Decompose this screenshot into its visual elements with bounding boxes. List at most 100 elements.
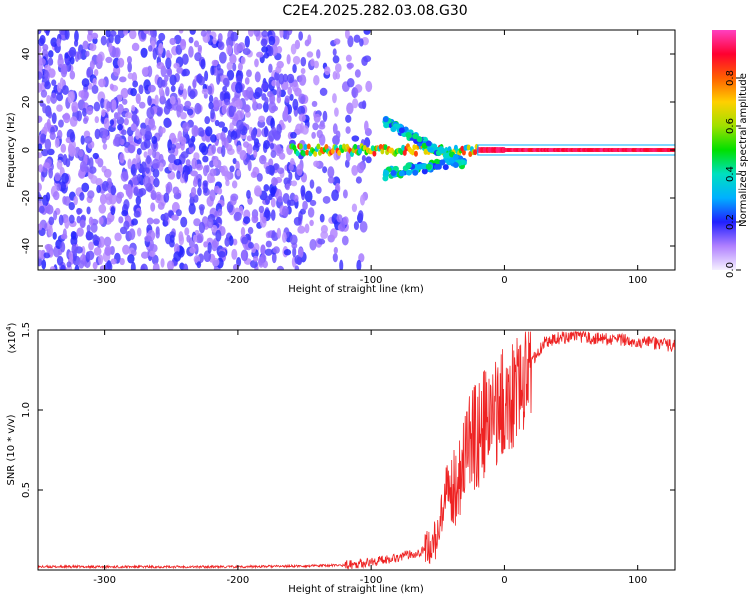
heatmap-cell xyxy=(412,169,419,176)
heatmap-cell xyxy=(98,254,104,265)
x-tick-label: 0 xyxy=(501,575,507,586)
heatmap-cell xyxy=(210,65,215,76)
x-tick-label: -100 xyxy=(360,575,383,586)
heatmap-cell xyxy=(140,122,147,130)
heatmap-cell xyxy=(38,249,44,259)
heatmap-cell xyxy=(214,210,219,218)
heatmap-cell xyxy=(68,214,75,224)
heatmap-cell xyxy=(49,132,56,140)
heatmap-cell xyxy=(190,186,197,197)
heatmap-cell xyxy=(101,134,107,144)
heatmap-cell xyxy=(242,48,251,56)
heatmap-cell xyxy=(312,122,319,131)
heatmap-cell xyxy=(56,93,64,102)
heatmap-cell xyxy=(118,216,124,224)
heatmap-cell xyxy=(313,113,321,123)
heatmap-cell xyxy=(145,166,150,174)
heatmap-cell xyxy=(169,234,175,243)
heatmap-cell xyxy=(110,258,117,265)
heatmap-cell xyxy=(271,126,277,134)
x-tick-label: -300 xyxy=(93,575,116,586)
heatmap-cell xyxy=(235,160,240,172)
heatmap-cell xyxy=(188,36,194,44)
heatmap-cell xyxy=(184,170,189,183)
heatmap-cell xyxy=(201,88,209,95)
heatmap-cell xyxy=(179,83,184,91)
heatmap-cell xyxy=(98,78,106,88)
x-tick-label: -200 xyxy=(227,275,250,286)
heatmap-cell xyxy=(42,194,49,207)
heatmap-cell xyxy=(292,81,299,93)
heatmap-cell xyxy=(150,202,156,212)
heatmap-cell xyxy=(176,170,181,180)
heatmap-cell xyxy=(119,152,125,164)
heatmap-cell xyxy=(131,218,138,226)
heatmap-cell xyxy=(452,153,459,160)
heatmap-cell xyxy=(58,214,64,226)
heatmap-cell xyxy=(248,30,254,37)
heatmap-cell xyxy=(383,144,388,151)
heatmap-cell xyxy=(344,30,350,40)
heatmap-cell xyxy=(74,264,80,270)
heatmap-cell xyxy=(230,31,239,42)
heatmap-cell xyxy=(253,255,259,262)
heatmap-cell xyxy=(90,175,98,184)
heatmap-cell xyxy=(346,102,354,115)
heatmap-cell xyxy=(204,70,209,82)
heatmap-cell xyxy=(263,139,270,150)
heatmap-cell xyxy=(73,195,78,206)
heatmap-cell xyxy=(278,73,285,85)
heatmap-cell xyxy=(165,67,172,76)
heatmap-cell xyxy=(254,185,262,196)
colorbar-tick-label: 0.2 xyxy=(725,214,736,230)
x-tick-label: 100 xyxy=(628,275,647,286)
heatmap-cell xyxy=(425,140,432,147)
heatmap-cell xyxy=(166,260,175,270)
heatmap-cell xyxy=(416,136,423,143)
heatmap-cell xyxy=(54,137,60,149)
heatmap-cell xyxy=(198,221,206,234)
heatmap-cell xyxy=(62,85,69,96)
heatmap-cell xyxy=(332,252,338,263)
heatmap-cell xyxy=(41,259,47,270)
heatmap-cell xyxy=(131,112,138,123)
heatmap-cell xyxy=(47,225,53,238)
heatmap-cell xyxy=(468,150,473,157)
heatmap-cell xyxy=(261,46,269,53)
heatmap-cell xyxy=(412,144,417,151)
heatmap-cell xyxy=(149,30,156,38)
heatmap-cell xyxy=(219,91,225,102)
heatmap-cell xyxy=(232,238,238,246)
heatmap-cell xyxy=(273,178,279,186)
heatmap-cell xyxy=(88,157,94,170)
heatmap-cell xyxy=(292,98,299,111)
heatmap-cell xyxy=(74,30,79,43)
heatmap-cell xyxy=(200,30,207,37)
heatmap-cell xyxy=(245,86,254,99)
heatmap-cell xyxy=(82,40,89,50)
heatmap-cell xyxy=(259,254,267,263)
heatmap-cell xyxy=(264,195,271,205)
heatmap-cell xyxy=(333,246,338,254)
heatmap-cell xyxy=(69,116,78,127)
heatmap-cell xyxy=(85,50,90,57)
heatmap-cell xyxy=(166,181,173,193)
heatmap-cell xyxy=(309,239,317,251)
heatmap-cell xyxy=(452,162,459,169)
heatmap-cell xyxy=(60,65,68,78)
x-tick-label: -200 xyxy=(227,575,250,586)
heatmap-cell xyxy=(270,186,276,198)
heatmap-cell xyxy=(196,73,203,84)
heatmap-cell xyxy=(293,194,299,203)
heatmap-cell xyxy=(359,221,368,233)
y-tick-label: -20 xyxy=(21,190,32,206)
heatmap-cell xyxy=(155,229,160,239)
heatmap-cell xyxy=(353,34,361,43)
heatmap-cell xyxy=(295,123,303,135)
heatmap-cell xyxy=(233,211,242,221)
heatmap-cell xyxy=(282,205,289,217)
heatmap-cell xyxy=(194,102,202,115)
snr-y-label: SNR (10 * v/v) xyxy=(6,414,17,485)
heatmap-cell xyxy=(147,95,152,106)
heatmap-cell xyxy=(258,115,266,123)
